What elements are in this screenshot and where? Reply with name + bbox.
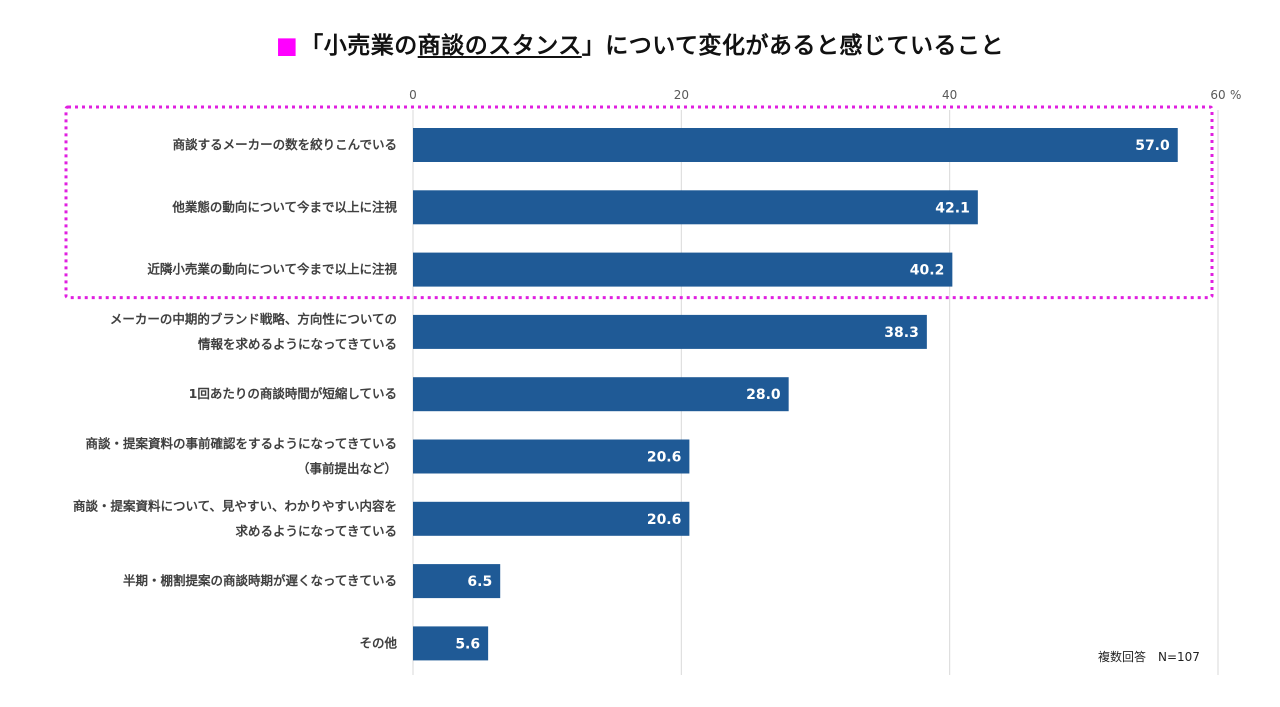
bar: [413, 314, 927, 349]
bar: [413, 128, 1178, 162]
highlight-box: [64, 105, 1214, 300]
category-label: 他業態の動向について今まで以上に注視: [171, 199, 397, 214]
bar-value-label: 20.6: [647, 450, 682, 466]
title-underlined: 商談のスタンス: [417, 33, 582, 59]
x-unit-label: %: [1230, 88, 1241, 102]
bar: [413, 190, 978, 225]
bar: [413, 377, 789, 412]
bar-value-label: 20.6: [647, 512, 682, 528]
category-label: 商談するメーカーの数を絞りこんでいる: [173, 137, 397, 152]
category-label: 半期・棚割提案の商談時期が遅くなってきている: [123, 573, 397, 588]
category-label: 近隣小売業の動向について今まで以上に注視: [147, 262, 397, 277]
category-label: 求めるようになってきている: [235, 523, 397, 538]
chart-title: ■「小売業の商談のスタンス」について変化があると感じていること: [0, 26, 1280, 60]
bar-value-label: 57.0: [1135, 138, 1170, 154]
bar-value-label: 40.2: [910, 263, 945, 279]
category-label: その他: [359, 635, 397, 650]
x-tick-label: 20: [674, 88, 689, 102]
title-suffix: 」について変化があると感じていること: [581, 33, 1005, 59]
category-label: 商談・提案資料の事前確認をするようになってきている: [85, 436, 397, 451]
category-label: 情報を求めるようになってきている: [198, 336, 397, 351]
x-tick-label: 60: [1210, 88, 1225, 102]
bar-value-label: 42.1: [935, 200, 970, 216]
bar: [413, 501, 690, 536]
category-label: （事前提出など）: [297, 461, 397, 476]
category-label: 1回あたりの商談時間が短縮している: [189, 386, 397, 401]
title-prefix: 「小売業の: [300, 33, 418, 59]
bar-value-label: 5.6: [455, 636, 480, 652]
bar-value-label: 28.0: [746, 387, 781, 403]
bar-value-label: 6.5: [467, 574, 492, 590]
x-tick-label: 40: [942, 88, 957, 102]
bar-value-label: 38.3: [884, 325, 919, 341]
bar: [413, 252, 953, 287]
bar: [413, 439, 690, 474]
title-square-icon: ■: [275, 33, 299, 59]
category-label: メーカーの中期的ブランド戦略、方向性についての: [110, 311, 397, 326]
response-note: 複数回答 N=107: [1098, 650, 1200, 664]
category-label: 商談・提案資料について、見やすい、わかりやすい内容を: [73, 498, 397, 513]
bar: [413, 626, 489, 661]
bar: [413, 564, 501, 599]
x-tick-label: 0: [409, 88, 417, 102]
